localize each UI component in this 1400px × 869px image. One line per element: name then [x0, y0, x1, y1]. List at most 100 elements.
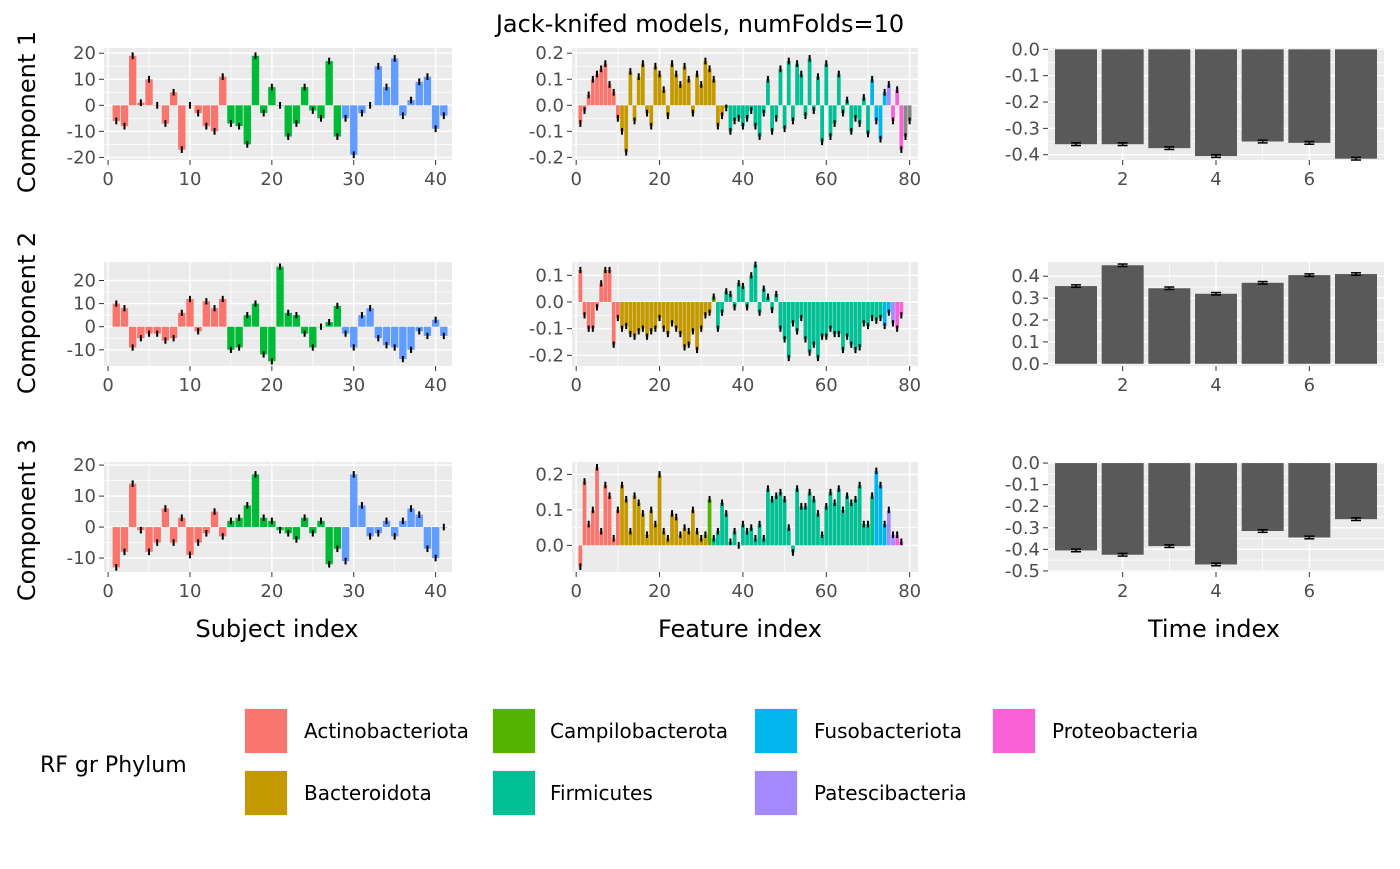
y-tick-label: 0.0	[1011, 453, 1040, 474]
bar	[624, 105, 629, 153]
bar	[741, 105, 745, 127]
legend-swatch	[993, 709, 1035, 753]
bar	[161, 326, 170, 341]
bar	[636, 76, 641, 106]
x-tick-label: 2	[1117, 169, 1128, 190]
bar	[878, 485, 883, 546]
bar	[828, 105, 833, 137]
bar	[169, 92, 178, 106]
bar	[112, 105, 120, 121]
x-tick-label: 20	[648, 581, 671, 602]
bar	[599, 68, 604, 106]
bar	[194, 105, 202, 114]
bar	[728, 294, 733, 302]
panel-1-1: -20 -10 0 10 20 0 10 20 30 40	[67, 43, 452, 190]
bar	[782, 105, 787, 129]
y-tick-label: 20	[73, 270, 96, 291]
y-tick-label: -0.1	[529, 319, 564, 340]
bar	[757, 302, 762, 313]
bar	[732, 531, 737, 546]
bar	[251, 303, 260, 327]
bar	[753, 264, 758, 302]
legend-label: Patescibacteria	[814, 781, 967, 805]
y-tick-label: -0.4	[1005, 539, 1040, 560]
bar	[820, 302, 824, 337]
bar	[807, 492, 812, 546]
x-tick-label: 60	[815, 581, 838, 602]
bar	[178, 312, 186, 327]
bar	[716, 302, 720, 329]
bar	[259, 517, 268, 528]
bar	[358, 105, 366, 114]
bar	[1148, 463, 1191, 547]
y-tick-label: 0.3	[1011, 288, 1040, 309]
bar	[816, 302, 820, 358]
bar	[358, 505, 366, 528]
bar	[1288, 49, 1331, 143]
bar	[292, 315, 301, 327]
bar	[1101, 49, 1144, 145]
bar	[259, 326, 268, 355]
x-tick-label: 80	[898, 169, 921, 190]
bar	[615, 509, 620, 546]
bar	[695, 531, 699, 546]
panel-1-2: -0.2 -0.1 0.0 0.1 0.2 0 20 40 60 80	[529, 43, 921, 190]
bar	[753, 538, 758, 546]
y-tick-label: -0.2	[529, 147, 564, 168]
y-tick-label: 0	[85, 95, 96, 116]
bar	[292, 527, 301, 540]
bar	[770, 302, 774, 310]
bar	[620, 485, 624, 546]
bar	[210, 511, 219, 528]
panel-1-3: 0.0 -0.1 -0.2 -0.3 -0.4 2 4 6	[1005, 39, 1384, 190]
bar	[778, 492, 783, 546]
bar	[691, 105, 695, 114]
bar	[707, 499, 712, 546]
bar	[407, 508, 415, 528]
y-tick-label: -0.5	[1005, 561, 1040, 582]
panel-3-2: 0.0 0.1 0.2 0 20 40 60 80	[535, 462, 921, 602]
bar	[791, 302, 795, 324]
bar	[691, 509, 695, 546]
bar	[1195, 463, 1237, 565]
bar	[325, 61, 333, 106]
bar	[841, 302, 845, 350]
bar	[761, 288, 766, 302]
bar	[415, 514, 423, 528]
bar	[292, 105, 301, 124]
bar	[828, 492, 833, 546]
x-tick-label: 10	[179, 581, 202, 602]
bar	[699, 302, 704, 329]
bar	[341, 326, 350, 334]
bar	[803, 105, 808, 116]
x-tick-label: 6	[1304, 169, 1315, 190]
x-tick-label: 4	[1210, 169, 1221, 190]
x-tick-label: 60	[815, 169, 838, 190]
bar	[423, 76, 432, 106]
bar	[845, 302, 850, 337]
bar	[636, 302, 641, 332]
bar	[219, 76, 227, 106]
y-tick-label: 0.0	[535, 95, 564, 116]
bar	[309, 326, 317, 348]
bar	[728, 105, 733, 132]
bar	[586, 302, 591, 329]
bar	[202, 301, 211, 327]
bar	[161, 105, 170, 124]
bar	[284, 105, 292, 137]
bar	[795, 302, 799, 332]
bar	[578, 105, 583, 124]
x-tick-label: 80	[898, 375, 921, 396]
x-tick-label: 6	[1304, 581, 1315, 602]
y-tick-label: 10	[73, 486, 96, 507]
bar	[741, 524, 745, 546]
legend-label: Proteobacteria	[1052, 719, 1198, 743]
legend: RF gr Phylum Actinobacteriota Bacteroidot…	[40, 708, 1198, 816]
x-tick-label: 0	[570, 375, 581, 396]
bar	[284, 312, 292, 327]
bar	[128, 326, 137, 348]
bar	[390, 326, 399, 348]
bar	[219, 298, 227, 327]
bar	[1148, 288, 1191, 364]
